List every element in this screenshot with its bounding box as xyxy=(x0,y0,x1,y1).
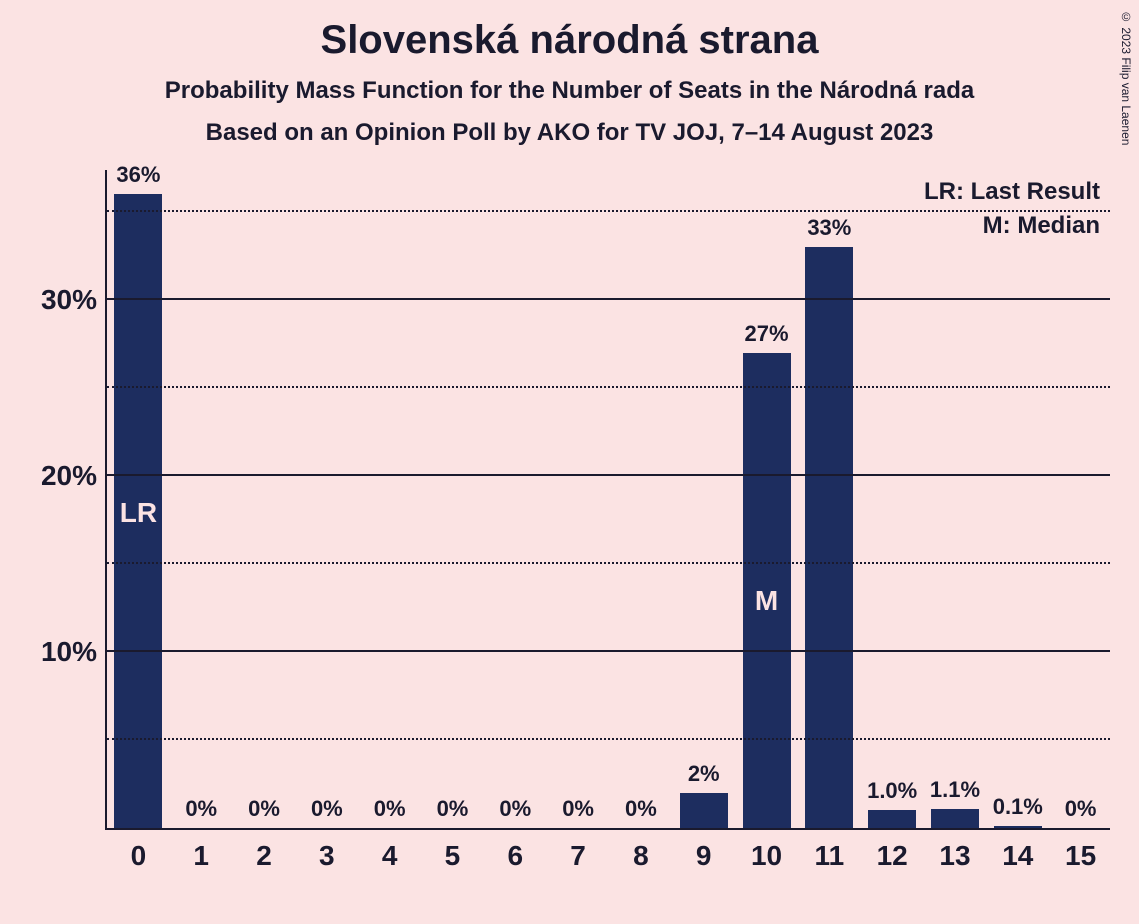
chart-container: LR: Last Result M: Median 36%LR00%10%20%… xyxy=(30,170,1110,870)
chart-subtitle-1: Probability Mass Function for the Number… xyxy=(0,77,1139,105)
y-tick-label: 10% xyxy=(41,636,107,668)
bar-value-label: 33% xyxy=(807,215,851,241)
x-tick-label: 10 xyxy=(751,840,782,872)
bar-inner-label: LR xyxy=(120,497,157,529)
bar-value-label: 0% xyxy=(562,796,594,822)
x-tick-label: 8 xyxy=(633,840,649,872)
grid-major: 10% xyxy=(107,650,1110,652)
x-tick-label: 0 xyxy=(131,840,147,872)
grid-minor xyxy=(107,210,1110,212)
x-tick-label: 9 xyxy=(696,840,712,872)
x-tick-label: 12 xyxy=(877,840,908,872)
y-tick-label: 30% xyxy=(41,284,107,316)
bar: 27%M xyxy=(743,353,791,828)
grid-major: 20% xyxy=(107,474,1110,476)
x-tick-label: 3 xyxy=(319,840,335,872)
bars-group: 36%LR00%10%20%30%40%50%60%70%82%927%M103… xyxy=(107,170,1110,828)
x-tick-label: 6 xyxy=(507,840,523,872)
x-tick-label: 7 xyxy=(570,840,586,872)
bar: 0.1% xyxy=(994,826,1042,828)
x-tick-label: 11 xyxy=(815,840,845,872)
bar: 1.0% xyxy=(868,810,916,828)
grid-minor xyxy=(107,386,1110,388)
bar-value-label: 0.1% xyxy=(993,794,1043,820)
bar-value-label: 0% xyxy=(1065,796,1097,822)
bar-value-label: 0% xyxy=(311,796,343,822)
bar-value-label: 27% xyxy=(745,321,789,347)
grid-minor xyxy=(107,562,1110,564)
x-tick-label: 14 xyxy=(1002,840,1033,872)
bar: 36%LR xyxy=(114,194,162,828)
x-tick-label: 15 xyxy=(1065,840,1096,872)
bar-value-label: 1.0% xyxy=(867,778,917,804)
x-tick-label: 2 xyxy=(256,840,272,872)
bar-value-label: 0% xyxy=(374,796,406,822)
bar-value-label: 0% xyxy=(625,796,657,822)
y-tick-label: 20% xyxy=(41,460,107,492)
bar-inner-label: M xyxy=(755,585,778,617)
chart-subtitle-2: Based on an Opinion Poll by AKO for TV J… xyxy=(0,119,1139,147)
bar-value-label: 36% xyxy=(116,162,160,188)
bar-value-label: 1.1% xyxy=(930,777,980,803)
copyright-text: © 2023 Filip van Laenen xyxy=(1119,10,1133,145)
bar: 1.1% xyxy=(931,809,979,828)
x-tick-label: 1 xyxy=(193,840,209,872)
x-tick-label: 5 xyxy=(445,840,461,872)
plot-area: LR: Last Result M: Median 36%LR00%10%20%… xyxy=(105,170,1110,830)
grid-major: 30% xyxy=(107,298,1110,300)
bar: 2% xyxy=(680,793,728,828)
chart-title: Slovenská národná strana xyxy=(0,0,1139,63)
bar-value-label: 0% xyxy=(248,796,280,822)
x-tick-label: 13 xyxy=(939,840,970,872)
x-tick-label: 4 xyxy=(382,840,398,872)
bar-value-label: 2% xyxy=(688,761,720,787)
bar: 33% xyxy=(805,247,853,828)
bar-value-label: 0% xyxy=(185,796,217,822)
bar-value-label: 0% xyxy=(499,796,531,822)
grid-minor xyxy=(107,738,1110,740)
bar-value-label: 0% xyxy=(437,796,469,822)
